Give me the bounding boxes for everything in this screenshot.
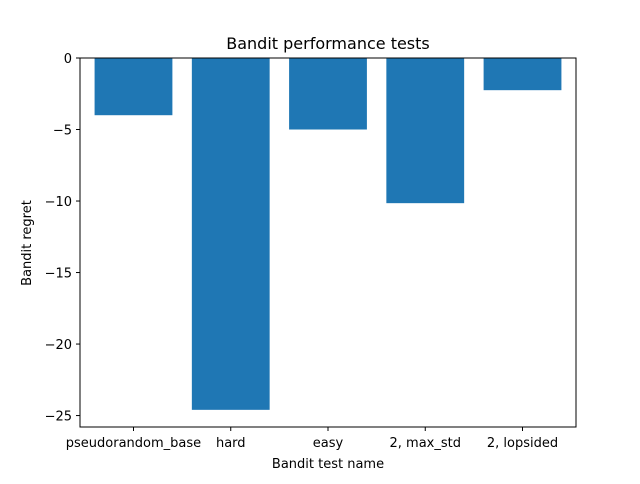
x-tick-label: hard <box>216 436 246 451</box>
bar-2 <box>289 58 367 130</box>
chart-title: Bandit performance tests <box>226 34 430 53</box>
y-tick-label: −20 <box>45 338 72 353</box>
bar-0 <box>94 58 173 116</box>
y-tick-label: −15 <box>45 267 72 282</box>
y-axis: 0 −5 −10 −15 −20 −25 <box>45 52 80 425</box>
y-tick-label: −25 <box>45 410 72 425</box>
y-axis-label: Bandit regret <box>20 200 35 286</box>
plot-area <box>79 57 577 428</box>
x-tick-label: 2, lopsided <box>487 436 558 451</box>
bar-4 <box>483 58 562 91</box>
x-tick-label: pseudorandom_base <box>66 436 201 451</box>
x-axis: pseudorandom_base hard easy 2, max_std 2, lo… <box>66 427 558 451</box>
y-tick-label: −10 <box>45 195 72 210</box>
y-tick-label: −5 <box>53 124 72 139</box>
x-axis-label: Bandit test name <box>272 457 384 472</box>
bar-3 <box>386 58 465 204</box>
x-tick-label: easy <box>313 436 344 451</box>
y-tick-label: 0 <box>64 52 72 67</box>
bar-1 <box>191 58 270 410</box>
x-tick-label: 2, max_std <box>390 436 461 451</box>
